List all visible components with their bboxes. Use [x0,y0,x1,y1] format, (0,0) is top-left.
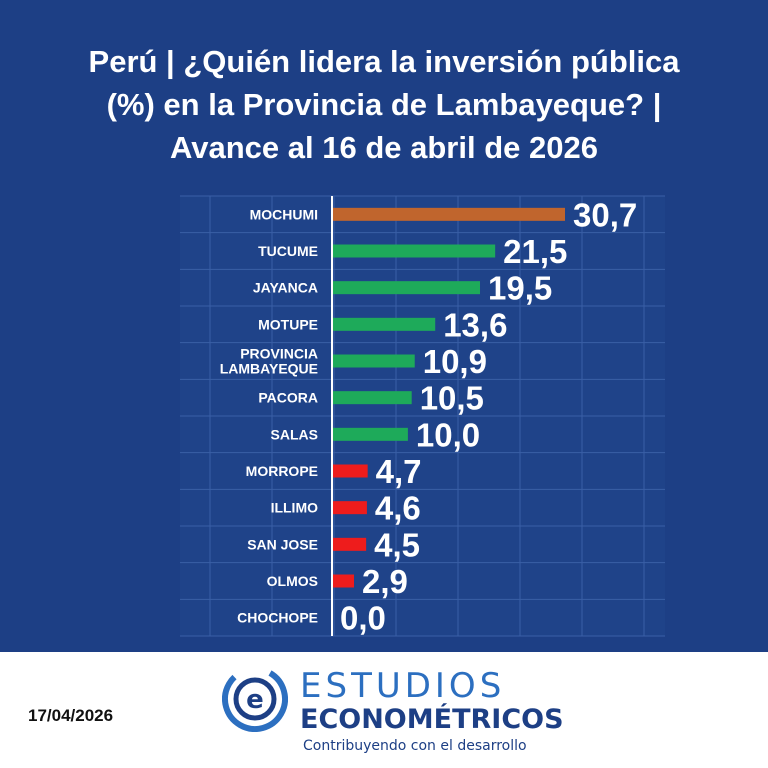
value-label: 10,9 [423,343,487,380]
value-label: 4,7 [376,453,422,490]
bar [332,427,408,441]
value-label: 10,5 [420,380,484,417]
svg-text:e: e [246,685,264,715]
bar [332,574,355,588]
category-label: SALAS [271,426,318,442]
category-label: PROVINCIA [240,346,318,362]
bar [332,464,368,478]
category-label: MORROPE [246,463,318,479]
title-line: Perú | ¿Quién lidera la inversión públic… [88,44,680,79]
category-label: ILLIMO [271,500,319,516]
value-label: 10,0 [416,416,480,453]
category-label: TUCUME [258,243,318,259]
category-label: LAMBAYEQUE [220,361,318,377]
bar [332,354,415,368]
date-label: 17/04/2026 [28,706,114,725]
category-label: SAN JOSE [247,536,318,552]
title-line: Avance al 16 de abril de 2026 [170,130,598,165]
bar-chart: MOCHUMI 30,7 TUCUME 21,5 JAYANCA 19,5 MOTUPE 13… [180,195,665,637]
bar [332,207,565,221]
chart-title: Perú | ¿Quién lidera la inversión públic… [20,40,748,169]
category-label: MOTUPE [258,316,318,332]
value-label: 21,5 [503,233,567,270]
bar [332,281,480,295]
category-label: CHOCHOPE [237,610,318,626]
value-label: 4,5 [374,526,420,563]
bar [332,317,436,331]
category-label: MOCHUMI [250,206,318,222]
bar [332,391,412,405]
value-label: 30,7 [573,196,637,233]
bar [332,244,496,258]
title-line: (%) en la Provincia de Lambayeque? | [106,87,662,122]
footer: 17/04/2026 e ESTUDIOS ECONOMÉTRICOS Cont… [0,652,768,768]
bar [332,537,367,551]
value-label: 13,6 [443,306,507,343]
brand-name-bottom: ECONOMÉTRICOS [300,704,564,735]
category-label: PACORA [258,390,318,406]
value-label: 19,5 [488,270,552,307]
brand-tagline: Contribuyendo con el desarrollo [303,738,527,754]
chart-panel: Perú | ¿Quién lidera la inversión públic… [0,0,768,652]
value-label: 4,6 [375,490,421,527]
value-label: 0,0 [340,600,386,637]
value-label: 2,9 [362,563,408,600]
category-label: OLMOS [267,573,318,589]
category-label: JAYANCA [253,280,318,296]
brand-name-top: ESTUDIOS [300,666,506,706]
bar [332,501,367,515]
estudios-logo-icon: e [222,666,288,732]
